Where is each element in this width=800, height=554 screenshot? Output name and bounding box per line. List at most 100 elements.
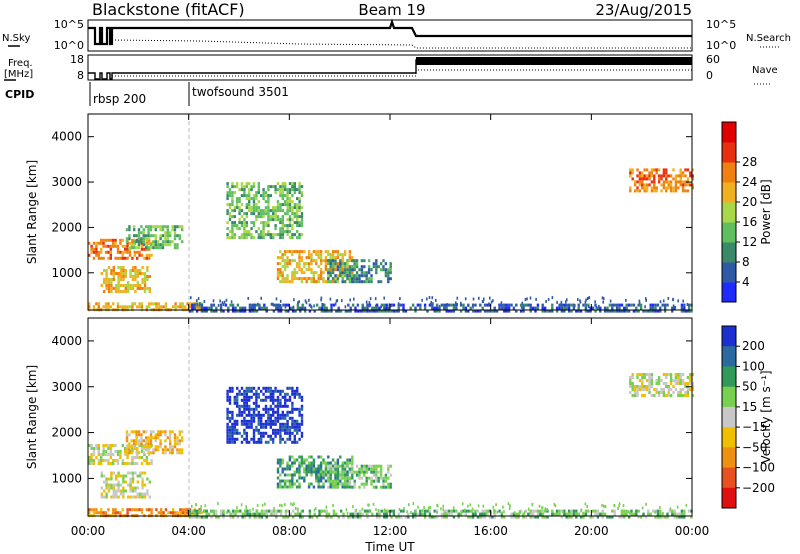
echo-cell: [300, 194, 304, 198]
echo-cell: [375, 467, 378, 471]
echo-cell: [122, 495, 125, 499]
nsearch-tick-top: 10^5: [706, 18, 736, 31]
echo-cell: [366, 515, 369, 519]
echo-cell: [681, 189, 685, 193]
echo-cell: [193, 306, 196, 310]
echo-cell: [141, 483, 144, 487]
echo-cell: [248, 309, 252, 313]
echo-cell: [438, 309, 441, 313]
echo-cell: [389, 271, 392, 275]
echo-cell: [267, 419, 270, 423]
echo-cell: [169, 231, 172, 235]
echo-cell: [136, 281, 139, 284]
echo-cell: [689, 388, 692, 391]
echo-cell: [691, 168, 694, 172]
echo-cell: [648, 177, 651, 181]
echo-cell: [363, 482, 366, 486]
echo-cell: [166, 243, 169, 247]
echo-cell: [263, 509, 266, 513]
echo-cell: [318, 512, 321, 516]
echo-cell: [131, 495, 135, 499]
echo-cell: [298, 256, 301, 260]
cpid-segment-1: rbsp 200: [93, 92, 146, 106]
echo-cell: [515, 303, 518, 307]
echo-cell: [263, 512, 266, 516]
echo-cell: [367, 280, 371, 284]
echo-cell: [172, 511, 175, 515]
echo-cell: [674, 305, 677, 309]
echo-cell: [551, 303, 554, 307]
echo-cell: [288, 437, 292, 441]
echo-cell: [133, 243, 136, 247]
echo-cell: [95, 456, 98, 459]
echo-cell: [272, 512, 276, 516]
echo-cell: [231, 410, 234, 414]
echo-cell: [296, 303, 300, 307]
echo-cell: [365, 464, 368, 468]
echo-cell: [317, 277, 320, 281]
echo-cell: [312, 470, 316, 474]
echo-cell: [534, 309, 537, 313]
echo-cell: [137, 231, 141, 235]
echo-cell: [281, 271, 284, 275]
echo-cell: [240, 215, 244, 219]
echo-cell: [436, 511, 438, 514]
echo-cell: [240, 233, 244, 237]
echo-cell: [281, 458, 284, 462]
echo-cell: [293, 395, 296, 399]
echo-cell: [353, 479, 356, 483]
echo-cell: [131, 278, 135, 281]
echo-cell: [297, 301, 299, 305]
echo-cell: [136, 275, 139, 278]
echo-cell: [234, 512, 237, 516]
echo-cell: [647, 309, 650, 313]
echo-cell: [152, 243, 155, 247]
echo-cell: [601, 296, 604, 300]
echo-cell: [166, 436, 169, 440]
echo-cell: [515, 515, 518, 519]
echo-cell: [236, 437, 239, 441]
echo-cell: [625, 306, 628, 310]
echo-cell: [602, 300, 604, 304]
echo-cell: [445, 309, 448, 313]
echo-cell: [260, 416, 263, 420]
echo-cell: [551, 309, 554, 313]
echo-cell: [301, 509, 304, 513]
echo-cell: [128, 451, 131, 455]
echo-cell: [367, 265, 371, 269]
echo-cell: [363, 306, 367, 310]
echo-cell: [122, 474, 125, 478]
echo-cell: [137, 243, 141, 247]
echo-cell: [157, 302, 160, 306]
echo-cell: [286, 479, 289, 483]
echo-cell: [130, 243, 133, 247]
echo-cell: [128, 305, 132, 309]
echo-cell: [145, 448, 148, 452]
echo-cell: [267, 188, 270, 192]
echo-cell: [100, 250, 103, 254]
echo-cell: [523, 510, 526, 514]
echo-cell: [174, 305, 177, 309]
echo-cell: [339, 262, 342, 266]
echo-cell: [355, 277, 359, 281]
echo-cell: [498, 303, 500, 307]
echo-cell: [147, 225, 150, 229]
echo-cell: [274, 188, 277, 192]
echo-cell: [565, 303, 568, 307]
echo-cell: [296, 209, 299, 213]
echo-cell: [240, 422, 244, 426]
echo-cell: [346, 473, 349, 477]
echo-cell: [319, 464, 323, 468]
power-ylabel: Slant Range [km]: [25, 160, 39, 264]
echo-cell: [291, 212, 294, 216]
echo-cell: [329, 262, 332, 266]
echo-cell: [599, 309, 602, 313]
echo-cell: [331, 253, 335, 257]
echo-cell: [255, 515, 259, 519]
echo-cell: [485, 512, 487, 515]
echo-cell: [281, 227, 284, 231]
echo-cell: [327, 259, 330, 263]
echo-cell: [136, 453, 139, 456]
echo-cell: [358, 470, 361, 474]
echo-cell: [341, 299, 343, 303]
